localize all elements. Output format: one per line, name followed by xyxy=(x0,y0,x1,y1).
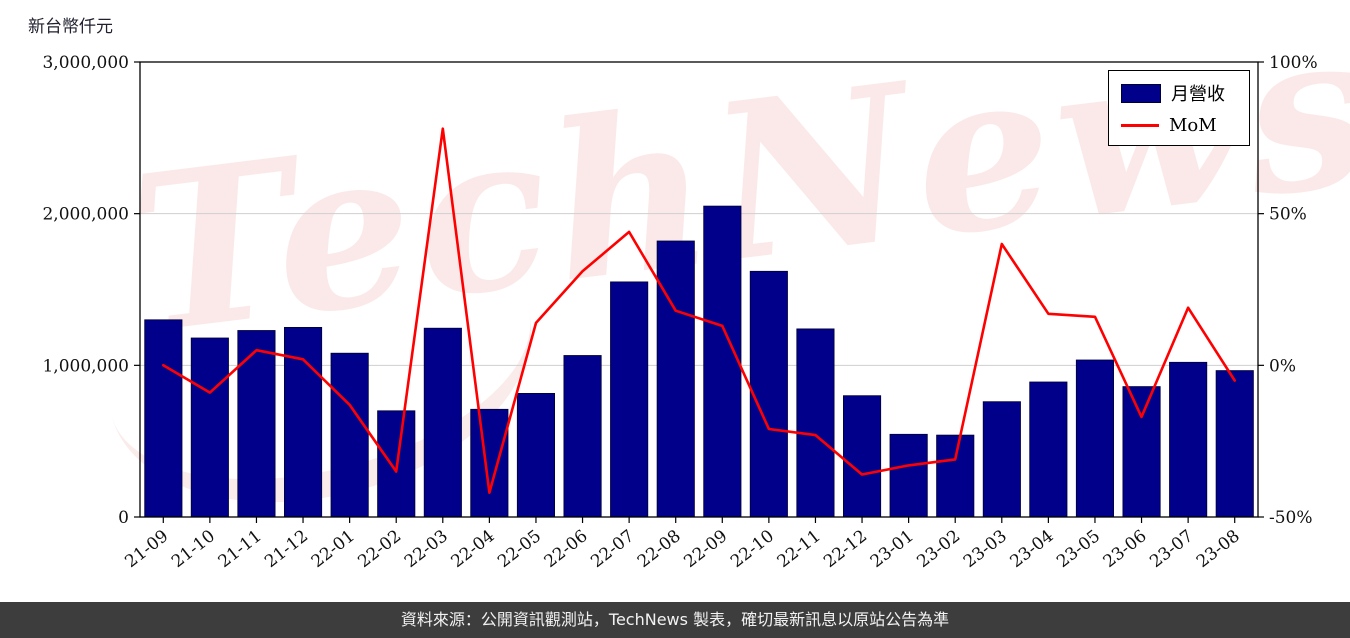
revenue-bar-swatch-icon xyxy=(1121,83,1161,103)
x-tick-label: 23-06 xyxy=(1100,526,1151,572)
x-tick-label: 21-12 xyxy=(261,526,312,572)
revenue-bar xyxy=(237,330,276,518)
x-tick-label: 22-12 xyxy=(820,526,871,572)
chart-legend: 月營收 MoM xyxy=(1108,70,1250,146)
x-tick-label: 23-07 xyxy=(1146,526,1197,572)
monthly-revenue-mom-chart: 0 1,000,000 2,000,000 3,000,000 -50% 0% 50% 100… xyxy=(42,53,1318,572)
revenue-bar xyxy=(144,319,183,518)
x-tick-label: 23-05 xyxy=(1053,526,1104,572)
legend-label-mom: MoM xyxy=(1169,115,1217,136)
right-tick-label: -50% xyxy=(1269,508,1313,528)
x-tick-label: 23-01 xyxy=(867,526,918,572)
revenue-bar xyxy=(889,433,928,518)
mom-line-swatch-icon xyxy=(1121,124,1159,127)
x-tick-label: 22-03 xyxy=(401,526,452,572)
x-tick-label: 23-02 xyxy=(913,526,964,572)
revenue-bar xyxy=(1215,370,1254,518)
x-tick-label: 22-02 xyxy=(354,526,405,572)
revenue-bar xyxy=(843,395,882,518)
right-tick-label: 50% xyxy=(1269,205,1307,225)
revenue-bar xyxy=(982,401,1021,518)
legend-item-revenue: 月營收 xyxy=(1121,80,1239,106)
revenue-bar xyxy=(749,270,788,518)
right-tick-label: 100% xyxy=(1269,53,1318,73)
x-tick-label: 22-11 xyxy=(774,526,825,572)
mom-line xyxy=(162,127,1236,495)
left-tick-label: 3,000,000 xyxy=(42,53,129,73)
x-tick-label: 22-09 xyxy=(680,526,731,572)
revenue-bar xyxy=(703,205,742,518)
source-footer: 資料來源：公開資訊觀測站，TechNews 製表，確切最新訊息以原站公告為準 xyxy=(0,602,1350,638)
revenue-bar xyxy=(796,328,835,518)
x-tick-label: 22-04 xyxy=(448,526,499,572)
revenue-bar xyxy=(423,327,462,518)
legend-label-revenue: 月營收 xyxy=(1171,84,1225,105)
revenue-bar xyxy=(656,240,695,518)
plot-frame xyxy=(139,61,1259,518)
x-tick-label: 22-08 xyxy=(634,526,685,572)
x-tick-label: 23-04 xyxy=(1007,526,1058,572)
left-tick-label: 0 xyxy=(118,508,129,528)
legend-item-mom: MoM xyxy=(1121,115,1239,136)
x-tick-label: 21-09 xyxy=(121,526,172,572)
x-tick-label: 22-01 xyxy=(308,526,359,572)
revenue-bar xyxy=(470,408,509,518)
revenue-bar xyxy=(190,337,229,518)
revenue-bar xyxy=(936,434,975,518)
revenue-bar xyxy=(1029,381,1068,518)
revenue-bar xyxy=(1075,359,1115,518)
revenue-bar xyxy=(1169,361,1208,518)
x-tick-label: 22-10 xyxy=(727,526,778,572)
right-tick-label: 0% xyxy=(1269,356,1296,376)
left-tick-label: 2,000,000 xyxy=(42,205,129,225)
x-tick-label: 23-03 xyxy=(960,526,1011,572)
revenue-bar xyxy=(610,281,649,518)
revenue-bar xyxy=(563,355,602,518)
x-tick-label: 22-07 xyxy=(587,526,638,572)
x-tick-label: 21-11 xyxy=(215,526,266,572)
x-tick-label: 23-08 xyxy=(1193,526,1244,572)
x-tick-label: 22-06 xyxy=(541,526,592,572)
y-axis-unit-label: 新台幣仟元 xyxy=(28,17,113,37)
revenue-bar xyxy=(330,352,369,518)
left-tick-label: 1,000,000 xyxy=(42,356,129,376)
revenue-bar xyxy=(1122,386,1161,518)
source-footer-text: 資料來源：公開資訊觀測站，TechNews 製表，確切最新訊息以原站公告為準 xyxy=(400,610,950,629)
x-tick-label: 21-10 xyxy=(168,526,219,572)
revenue-bar xyxy=(516,392,555,518)
x-tick-label: 22-05 xyxy=(494,526,545,572)
